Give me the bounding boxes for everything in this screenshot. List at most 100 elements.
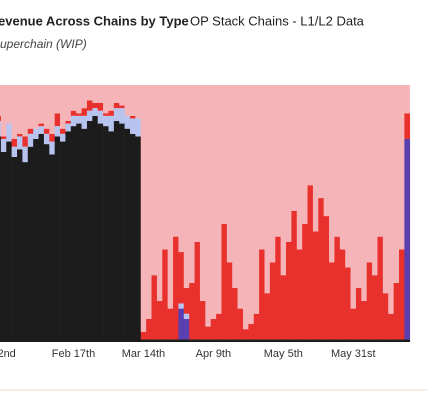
bar-segment bbox=[183, 318, 190, 340]
bar-segment bbox=[146, 318, 152, 340]
bar-segment bbox=[253, 339, 260, 342]
bar-segment bbox=[350, 339, 357, 342]
bar-segment bbox=[404, 138, 411, 340]
bar-segment bbox=[22, 85, 29, 137]
bar-segment bbox=[81, 108, 88, 116]
bar-segment bbox=[275, 236, 281, 340]
bar-segment bbox=[54, 85, 61, 114]
bar-segment bbox=[280, 275, 287, 340]
bar-segment bbox=[366, 339, 373, 342]
bar-segment bbox=[146, 85, 152, 319]
bar-segment bbox=[189, 85, 195, 283]
bar-segment bbox=[81, 115, 88, 129]
bar-segment bbox=[291, 210, 298, 340]
bar-segment bbox=[183, 85, 190, 289]
bar-segment bbox=[286, 339, 292, 342]
bar-segment bbox=[242, 339, 249, 342]
bar-segment bbox=[17, 136, 23, 150]
bar-segment bbox=[0, 138, 7, 152]
bar-segment bbox=[312, 85, 319, 232]
bar-segment bbox=[92, 102, 99, 109]
bar-segment bbox=[0, 136, 2, 342]
bar-segment bbox=[334, 339, 341, 342]
bar-segment bbox=[302, 339, 308, 342]
bar-segment bbox=[339, 249, 346, 340]
bar-segment bbox=[33, 85, 39, 129]
bar-segment bbox=[86, 100, 93, 111]
bar-segment bbox=[388, 339, 394, 342]
bar-segment bbox=[43, 133, 50, 145]
bar-segment bbox=[205, 339, 211, 342]
x-tick-label: 22nd bbox=[0, 348, 16, 360]
bar-segment bbox=[0, 115, 2, 121]
bar-segment bbox=[199, 300, 206, 340]
bar-segment bbox=[183, 288, 190, 314]
bar-segment bbox=[54, 136, 61, 342]
bar-segment bbox=[54, 113, 61, 127]
bar-segment bbox=[113, 108, 120, 121]
bar-segment bbox=[302, 85, 308, 224]
bar-segment bbox=[178, 339, 185, 342]
bar-segment bbox=[146, 339, 152, 342]
x-tick-label: Apr 9th bbox=[196, 348, 231, 360]
bar-segment bbox=[318, 339, 324, 342]
bar-segment bbox=[205, 326, 211, 340]
bar-segment bbox=[286, 241, 292, 340]
bar-segment bbox=[81, 128, 88, 342]
bar-segment bbox=[70, 126, 77, 343]
bar-segment bbox=[92, 85, 99, 103]
bar-segment bbox=[248, 339, 255, 342]
bar-segment bbox=[210, 85, 217, 319]
bar-segment bbox=[76, 115, 82, 124]
bar-segment bbox=[113, 102, 120, 109]
bar-segment bbox=[156, 339, 163, 342]
bar-segment bbox=[124, 85, 131, 116]
bar-segment bbox=[372, 339, 378, 342]
bar-segment bbox=[103, 113, 109, 116]
bar-segment bbox=[388, 313, 394, 340]
bar-segment bbox=[0, 120, 2, 137]
bar-segment bbox=[130, 115, 136, 119]
bar-segment bbox=[393, 85, 400, 283]
bar-segment bbox=[27, 133, 34, 147]
bar-segment bbox=[210, 339, 217, 342]
bar-segment bbox=[259, 249, 265, 340]
bar-segment bbox=[291, 339, 298, 342]
bar-segment bbox=[38, 133, 45, 342]
bar-segment bbox=[404, 113, 411, 139]
bar-segment bbox=[350, 85, 357, 309]
bar-segment bbox=[140, 85, 147, 332]
bar-segment bbox=[280, 339, 287, 342]
bar-segment bbox=[216, 85, 222, 314]
bar-segment bbox=[216, 339, 222, 342]
bar-segment bbox=[377, 339, 384, 342]
bar-segment bbox=[221, 85, 228, 224]
bar-segment bbox=[124, 128, 131, 342]
bar-segment bbox=[307, 185, 314, 340]
bar-segment bbox=[312, 339, 319, 342]
bar-segment bbox=[173, 339, 179, 342]
bar-segment bbox=[194, 241, 201, 340]
bar-segment bbox=[318, 198, 324, 340]
bar-segment bbox=[339, 339, 346, 342]
bar-segment bbox=[226, 262, 233, 340]
bar-segment bbox=[22, 162, 29, 342]
bar-segment bbox=[226, 339, 233, 342]
bar-segment bbox=[355, 339, 362, 342]
bar-segment bbox=[49, 154, 55, 342]
bar-segment bbox=[49, 133, 55, 142]
bar-segment bbox=[264, 293, 271, 340]
bar-segment bbox=[307, 85, 314, 186]
bar-segment bbox=[189, 282, 195, 340]
bar-segment bbox=[97, 85, 104, 103]
bar-segment bbox=[86, 120, 93, 342]
bar-segment bbox=[11, 146, 18, 157]
bar-segment bbox=[60, 133, 66, 142]
bar-segment bbox=[382, 85, 389, 294]
bar-segment bbox=[108, 131, 115, 342]
bar-segment bbox=[248, 324, 255, 340]
bar-segment bbox=[253, 85, 260, 314]
bar-segment bbox=[237, 85, 244, 309]
bar-segment bbox=[183, 313, 190, 319]
bar-segment bbox=[76, 123, 82, 342]
